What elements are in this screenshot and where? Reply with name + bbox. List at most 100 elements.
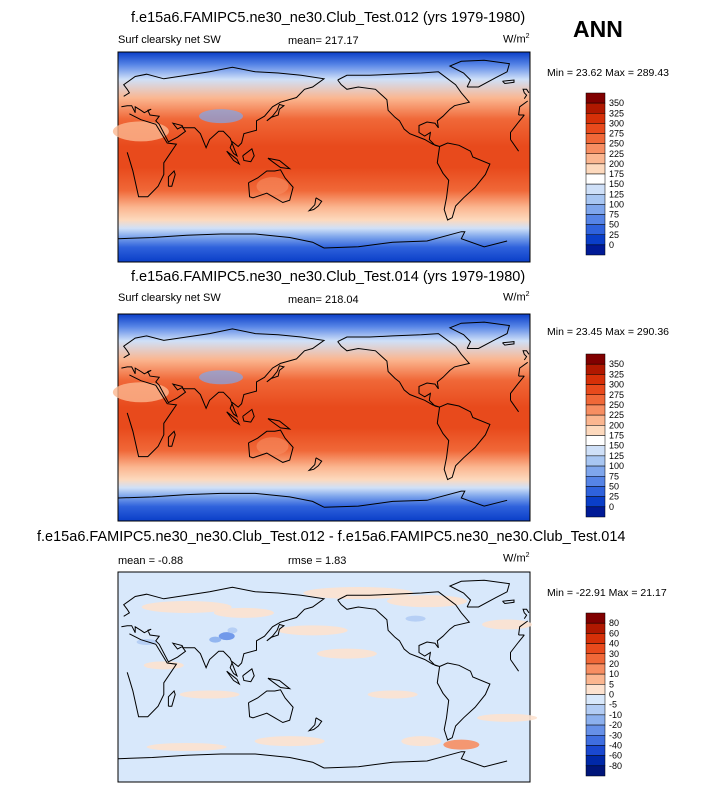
colorbar-swatch [585,404,606,416]
coastline-australia [248,689,294,724]
coastline-sumatra [226,411,241,426]
coastline-new-guinea [267,677,292,690]
colorbar-tick-label: 40 [609,639,619,649]
anomaly-patch [303,587,414,599]
anomaly-patch [218,632,235,641]
map-panel-1 [112,51,531,263]
coastline-europe-asia [121,586,528,678]
colorbar-tick-label: 20 [609,659,619,669]
season-label: ANN [573,16,623,42]
colorbar-tick-label: 10 [609,669,619,679]
colorbar-swatch [585,363,606,375]
tibet-patch [199,370,243,385]
coastline-africa [126,113,525,198]
tibet-patch [199,109,243,124]
colorbar-swatch [585,374,606,385]
anomaly-patch [146,743,227,751]
colorbar-swatch [585,194,606,205]
sahara-patch [112,382,169,403]
colorbar-swatch [585,673,606,685]
map-panel-2 [112,313,531,522]
colorbar-tick-label: 0 [609,240,614,250]
colorbar-tick-label: 300 [609,118,624,128]
colorbar-swatch [585,643,606,654]
colorbar-swatch [585,244,606,256]
coastline-new-zealand [307,457,323,472]
anomaly-patch [316,648,377,659]
colorbar-swatch [585,153,606,165]
anomaly-patch [443,739,480,750]
colorbar-tick-label: 80 [609,618,619,628]
anomaly-patch [401,736,442,747]
coastline-greenland [448,59,511,88]
colorbar-tick-label: 225 [609,410,624,420]
colorbar-tick-label: 100 [609,461,624,471]
anomaly-patch [482,619,533,630]
colorbar-tick-label: 100 [609,199,624,209]
colorbar-swatch [585,234,606,246]
anomaly-patch [254,736,325,747]
colorbar-swatch [585,765,606,777]
colorbar-swatch [585,113,606,124]
colorbar-swatch [585,704,606,716]
colorbar-swatch [585,92,606,104]
colorbar-tick-label: 250 [609,400,624,410]
anomaly-patch [227,627,238,634]
colorbar-tick-label: -30 [609,730,622,740]
anomaly-patch [209,636,222,643]
colorbar-swatch [585,394,606,406]
coastline-antarctica [117,231,508,249]
colorbar-tick-label: -20 [609,720,622,730]
panel2-minmax: Min = 23.45 Max = 290.36 [547,326,669,338]
panel2-units: W/m2 [503,291,530,304]
colorbar-tick-label: 175 [609,431,624,441]
colorbar-swatch [585,445,606,457]
colorbar-tick-label: 125 [609,451,624,461]
colorbar-swatch [585,465,606,477]
coastline-sumatra [226,150,241,166]
colorbar-tick-label: 25 [609,492,619,502]
colorbar-swatch [585,745,606,756]
colorbar-tick-label: -60 [609,751,622,761]
colorbar-swatch [585,123,606,134]
coastline-uk [522,608,530,619]
anomaly-patch [367,690,418,699]
panel3-title: f.e15a6.FAMIPC5.ne30_ne30.Club_Test.012 … [37,529,626,545]
coastline-iceland [502,341,515,346]
colorbar-tick-label: 50 [609,220,619,230]
colorbar-swatch [585,684,606,695]
colorbar-tick-label: -80 [609,761,622,771]
colorbar-swatch [585,486,606,497]
coastline-uk [522,88,530,99]
colorbar-tick-label: 125 [609,189,624,199]
coastline-antarctica [117,751,508,769]
colorbar-tick-label: -40 [609,740,622,750]
coastline-north-america [337,591,471,667]
colorbar-tick-label: 0 [609,690,614,700]
coastline-madagascar [167,170,176,187]
colorbar-tick-label: 50 [609,481,619,491]
colorbar-tick-label: 60 [609,628,619,638]
coastline-australia [248,429,294,463]
panel1-minmax: Min = 23.62 Max = 289.43 [547,67,669,79]
australia-patch [256,437,289,456]
colorbar-swatch [585,735,606,746]
anomaly-patch [141,601,232,613]
colorbar-swatch [585,506,606,518]
coastline-madagascar [167,690,176,707]
coastline-japan [266,365,286,383]
coastline-europe-asia [121,66,528,158]
coastline-new-guinea [267,157,292,170]
anomaly-patch [387,595,467,608]
colorbar-swatch [585,476,606,487]
coastline-new-zealand [307,197,323,212]
colorbar-tick-label: 275 [609,390,624,400]
panel3-mean-label: mean = -0.88 [118,555,184,567]
colorbar-swatch [585,435,606,446]
coastline-japan [266,103,286,122]
colorbar-swatch [585,163,606,175]
anomaly-patch [405,615,426,622]
